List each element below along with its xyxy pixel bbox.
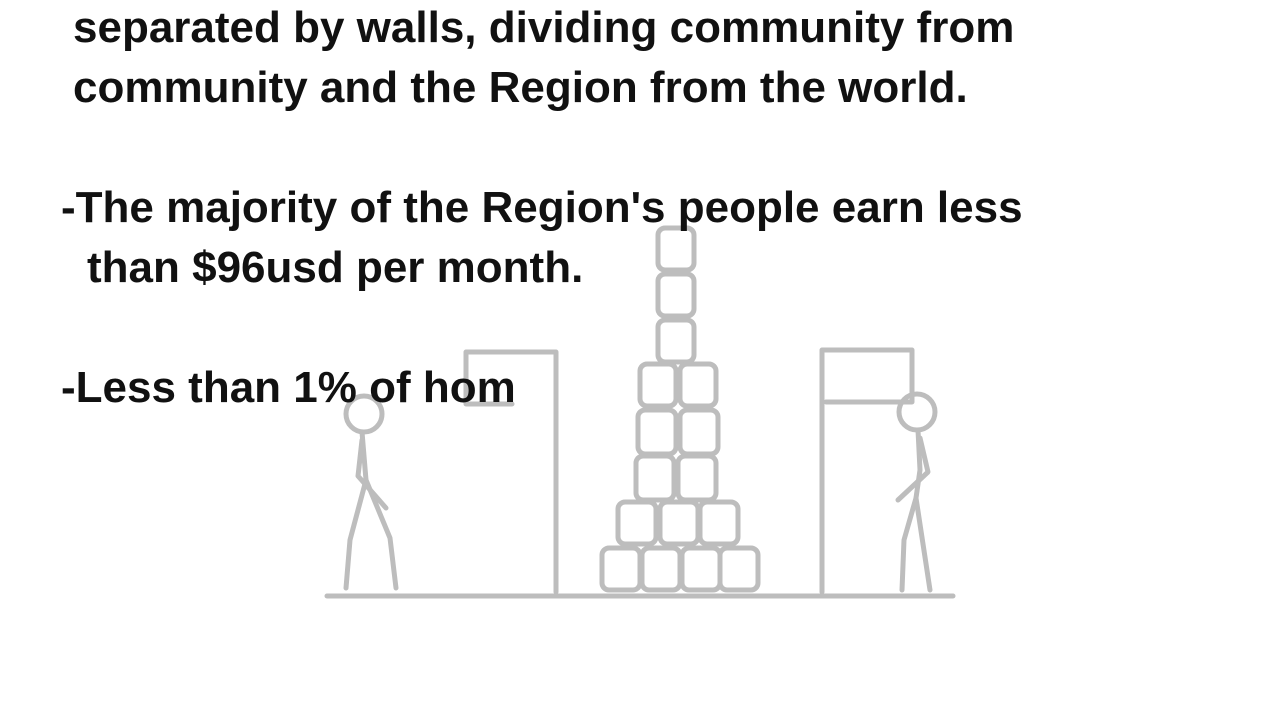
left-door [463, 349, 559, 595]
right-door [819, 347, 915, 595]
text-line-4: than $96usd per month. [87, 243, 584, 292]
text-line-1: separated by walls, dividing community f… [73, 3, 1015, 52]
stick-figure-right [895, 391, 938, 593]
text-line-2: community and the Region from the world. [73, 63, 968, 112]
text-line-5: -Less than 1% of hom [61, 363, 516, 412]
text-line-3: -The majority of the Region's people ear… [61, 183, 1023, 232]
stacked-blocks [599, 225, 761, 593]
stick-figure-left [343, 393, 399, 591]
